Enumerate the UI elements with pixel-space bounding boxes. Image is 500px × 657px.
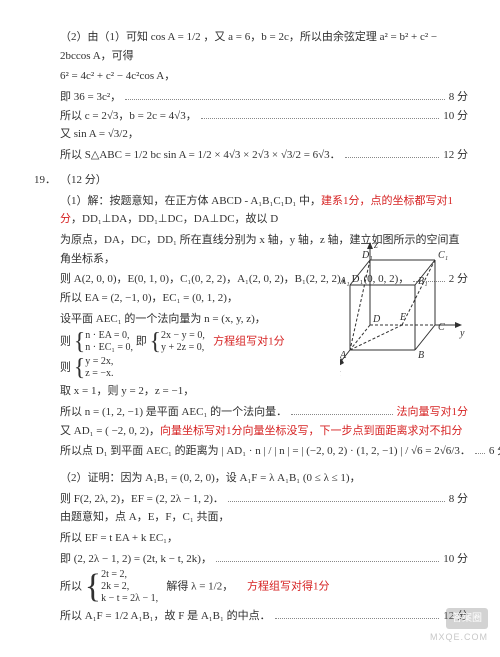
q19-l6-pre: 则 (60, 336, 71, 348)
brace2-line2: z = −x. (85, 368, 113, 380)
q19-l13-text: 则 F(2, 2λ, 2)，EF = (2, 2λ − 1, 2)． (60, 490, 224, 509)
lbl-D: D (372, 314, 381, 325)
dotfill (475, 446, 485, 455)
q19-l1-b: ，DD₁⊥DA，DD₁⊥DC，DA⊥DC，故以 D (71, 213, 278, 225)
q19-l9-text: 所以 n = (1, 2, −1) 是平面 AEC₁ 的一个法向量． (60, 406, 287, 418)
q19-l17-pre: 所以 (60, 580, 82, 592)
q19-l6-red: 方程组写对1分 (213, 336, 285, 348)
watermark-logo: 答案圈 (446, 608, 488, 629)
lbl-D1: D₁ (361, 250, 373, 261)
cube-diagram: D₁ C₁ A₁ B₁ D C A B E z y x (340, 240, 470, 380)
brace3-line2: 2k = 2, (101, 581, 158, 593)
q19-l13-points: 8 分 (449, 490, 468, 509)
dotfill (275, 610, 440, 619)
q19-l17-mid: 解得 λ = 1/2， (166, 580, 233, 592)
brace3-line1: 2t = 2, (101, 569, 158, 581)
q19-l10a: 又 AD₁ = ( −2, 0, 2)，向量坐标写对1分向量坐标没写，下一步点到… (60, 422, 468, 441)
q19-score: （12 分） (60, 174, 107, 186)
q19-l15: 所以 EF = t EA + k EC₁， (60, 529, 468, 548)
dotfill (125, 91, 445, 100)
lbl-E: E (399, 312, 406, 323)
q19-l11-text: 所以点 D₁ 到平面 AEC₁ 的距离为 | AD₁ · n | / | n |… (60, 442, 471, 461)
lbl-A1: A₁ (340, 276, 350, 287)
q19-l6-mid: 即 (136, 336, 147, 348)
q19-l1-a: （1）解：按题意知，在正方体 ABCD - A₁B₁C₁D₁ 中， (60, 195, 321, 207)
q18-l3-points: 8 分 (449, 88, 468, 107)
dotfill (216, 553, 439, 562)
q19-l14: 由题意知，点 A，E，F，C₁ 共面， (60, 508, 468, 527)
brace-group-2: { y = 2x, z = −x. (74, 356, 114, 380)
lbl-y: y (459, 328, 465, 339)
q19-l18-text: 所以 A₁F = 1/2 A₁B₁，故 F 是 A₁B₁ 的中点． (60, 607, 271, 626)
brace-group-3: { 2t = 2, 2k = 2, k − t = 2λ − 1, (85, 569, 158, 605)
lbl-z: z (373, 240, 378, 251)
q18-l4-points: 10 分 (443, 107, 468, 126)
brace3-line3: k − t = 2λ − 1, (101, 593, 158, 605)
q18-l6-text: 所以 S△ABC = 1/2 bc sin A = 1/2 × 4√3 × 2√… (60, 146, 341, 165)
brace-group-1a: { n · EA = 0, n · EC₁ = 0, (74, 330, 133, 354)
brace1b-line1: 2x − y = 0, (161, 330, 205, 342)
brace1b-line2: y + 2z = 0, (161, 342, 205, 354)
dotfill (345, 149, 440, 158)
q19-header: 19． （12 分） (60, 171, 468, 190)
q19-l16-points: 10 分 (443, 550, 468, 569)
q19-l10a-red: 向量坐标写对1分向量坐标没写，下一步点到面距离求对不扣分 (160, 425, 463, 437)
q19-l17-red: 方程组写对得1分 (247, 580, 330, 592)
q19-l17: 所以 { 2t = 2, 2k = 2, k − t = 2λ − 1, 解得 … (60, 569, 468, 605)
brace-group-1b: { 2x − y = 0, y + 2z = 0, (150, 330, 205, 354)
q18-l1: （2）由（1）可知 cos A = 1/2 ，又 a = 6，b = 2c，所以… (60, 28, 468, 65)
dotfill (291, 406, 392, 415)
q19-number: 19． (34, 171, 56, 190)
q19-l8: 取 x = 1，则 y = 2，z = −1， (60, 382, 468, 401)
q19-l16-text: 即 (2, 2λ − 1, 2) = (2t, k − t, 2k)， (60, 550, 212, 569)
q19-l11-points: 6 分 (489, 442, 500, 461)
q19-l9-red: 法向量写对1分 (397, 403, 469, 422)
q19-l9: 所以 n = (1, 2, −1) 是平面 AEC₁ 的一个法向量． 法向量写对… (60, 403, 468, 422)
q19-l11: 所以点 D₁ 到平面 AEC₁ 的距离为 | AD₁ · n | / | n |… (60, 442, 468, 461)
q18-l2: 6² = 4c² + c² − 4c²cos A， (60, 67, 468, 86)
dotfill (201, 110, 440, 119)
q18-l4: 所以 c = 2√3，b = 2c = 4√3， 10 分 (60, 107, 468, 126)
q19-l12: （2）证明：因为 A₁B₁ = (0, 2, 0)，设 A₁F = λ A₁B₁… (60, 469, 468, 488)
q19-l10a-text: 又 AD₁ = ( −2, 0, 2)， (60, 425, 160, 437)
lbl-x: x (340, 368, 341, 379)
watermark-url: MXQE.COM (430, 630, 488, 645)
lbl-B: B (418, 350, 424, 361)
brace1a-line2: n · EC₁ = 0, (85, 342, 133, 354)
lbl-B1: B₁ (418, 276, 428, 287)
q18-l5: 又 sin A = √3/2， (60, 125, 468, 144)
q19-l1: （1）解：按题意知，在正方体 ABCD - A₁B₁C₁D₁ 中，建系1分，点的… (60, 192, 468, 229)
lbl-C1: C₁ (438, 250, 448, 261)
lbl-A: A (340, 350, 347, 361)
q19-l18: 所以 A₁F = 1/2 A₁B₁，故 F 是 A₁B₁ 的中点． 12 分 (60, 607, 468, 626)
q18-l4-text: 所以 c = 2√3，b = 2c = 4√3， (60, 107, 197, 126)
brace1a-line1: n · EA = 0, (85, 330, 133, 342)
brace2-line1: y = 2x, (85, 356, 113, 368)
q19-l7-pre: 则 (60, 362, 71, 374)
q19-l13: 则 F(2, 2λ, 2)，EF = (2, 2λ − 1, 2)． 8 分 (60, 490, 468, 509)
q18-l3: 即 36 = 3c²， 8 分 (60, 88, 468, 107)
lbl-C: C (438, 322, 445, 333)
q19-l16: 即 (2, 2λ − 1, 2) = (2t, k − t, 2k)， 10 分 (60, 550, 468, 569)
q18-l3-text: 即 36 = 3c²， (60, 88, 121, 107)
q18-l6: 所以 S△ABC = 1/2 bc sin A = 1/2 × 4√3 × 2√… (60, 146, 468, 165)
q18-l6-points: 12 分 (443, 146, 468, 165)
dotfill (228, 493, 445, 502)
